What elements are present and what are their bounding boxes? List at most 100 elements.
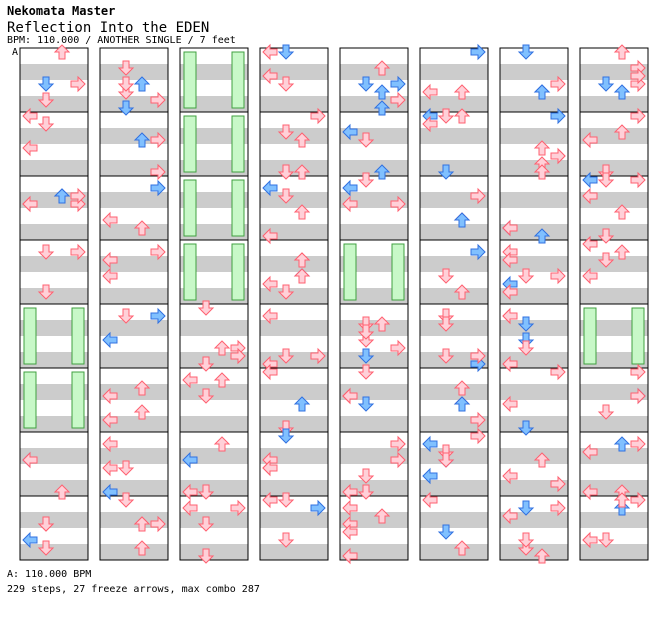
- step-arrow: [550, 363, 566, 381]
- freeze-arrow: [71, 371, 85, 429]
- stripe: [260, 544, 328, 560]
- stripe: [100, 528, 168, 544]
- chart-column-2: [99, 47, 169, 561]
- step-arrow: [277, 492, 295, 508]
- step-arrow: [342, 547, 358, 565]
- step-arrow: [630, 387, 646, 405]
- stripe: [20, 496, 88, 512]
- step-arrow: [597, 252, 615, 268]
- stripe: [500, 192, 568, 208]
- step-arrow: [150, 163, 166, 181]
- stripe: [180, 208, 248, 224]
- step-arrow: [310, 107, 326, 125]
- step-arrow: [550, 75, 566, 93]
- step-arrow: [310, 499, 326, 517]
- stripe: [500, 336, 568, 352]
- stripe: [420, 400, 488, 416]
- stripe: [500, 64, 568, 80]
- step-arrow: [390, 91, 406, 109]
- stripe: [20, 224, 88, 240]
- step-arrow: [22, 531, 38, 549]
- stripe: [580, 336, 648, 352]
- stripe: [260, 256, 328, 272]
- stripe: [20, 368, 88, 384]
- step-arrow: [437, 268, 455, 284]
- step-arrow: [390, 435, 406, 453]
- stripe: [420, 288, 488, 304]
- step-arrow: [502, 307, 518, 325]
- step-arrow: [182, 371, 198, 389]
- step-arrow: [582, 267, 598, 285]
- stripe: [260, 384, 328, 400]
- chart-column-3: [179, 47, 249, 561]
- step-arrow: [470, 187, 486, 205]
- stripe: [20, 208, 88, 224]
- stripe: [100, 400, 168, 416]
- step-arrow: [37, 516, 55, 532]
- stripe: [100, 144, 168, 160]
- step-arrow: [453, 540, 471, 556]
- step-arrow: [613, 492, 631, 508]
- freeze-arrow: [631, 307, 645, 365]
- stripe: [340, 224, 408, 240]
- step-arrow: [213, 372, 231, 388]
- stripe: [340, 256, 408, 272]
- stripe: [340, 352, 408, 368]
- stripe: [580, 416, 648, 432]
- step-arrow: [597, 172, 615, 188]
- stripe: [180, 384, 248, 400]
- stripe: [260, 480, 328, 496]
- stripe: [500, 528, 568, 544]
- stripe: [420, 528, 488, 544]
- chart-column-7: [499, 47, 569, 561]
- chart-column-6: [419, 47, 489, 561]
- step-arrow: [533, 452, 551, 468]
- step-arrow: [70, 187, 86, 205]
- stripe: [20, 176, 88, 192]
- freeze-arrow: [183, 179, 197, 237]
- stripe: [100, 368, 168, 384]
- stripe: [180, 176, 248, 192]
- chart-column-1: [19, 47, 89, 561]
- step-arrow: [342, 387, 358, 405]
- step-arrow: [517, 500, 535, 516]
- stripe: [500, 416, 568, 432]
- step-arrow: [277, 428, 295, 444]
- stripe: [20, 256, 88, 272]
- stripe: [420, 160, 488, 176]
- step-arrow: [150, 307, 166, 325]
- stripe: [500, 48, 568, 64]
- step-arrow: [102, 387, 118, 405]
- step-arrow: [230, 347, 246, 365]
- step-arrow: [182, 451, 198, 469]
- step-arrow: [517, 268, 535, 284]
- stripe: [100, 192, 168, 208]
- stripe: [100, 112, 168, 128]
- step-arrow: [470, 43, 486, 61]
- stripe: [260, 320, 328, 336]
- stripe: [340, 144, 408, 160]
- step-arrow: [502, 283, 518, 301]
- step-arrow: [502, 355, 518, 373]
- step-arrow: [502, 219, 518, 237]
- stripe: [180, 224, 248, 240]
- stripe: [580, 224, 648, 240]
- stripe: [180, 512, 248, 528]
- step-arrow: [197, 548, 215, 564]
- step-arrow: [357, 76, 375, 92]
- step-arrow: [53, 484, 71, 500]
- step-arrow: [470, 411, 486, 429]
- stripe: [20, 336, 88, 352]
- step-arrow: [357, 172, 375, 188]
- step-arrow: [277, 164, 295, 180]
- stripe: [100, 496, 168, 512]
- stripe: [20, 400, 88, 416]
- step-arrow: [373, 84, 391, 100]
- step-arrow: [453, 108, 471, 124]
- stripe: [260, 432, 328, 448]
- stripe: [340, 464, 408, 480]
- step-arrow: [470, 243, 486, 261]
- step-arrow: [533, 84, 551, 100]
- step-arrow: [582, 531, 598, 549]
- chart-column-8: [579, 47, 649, 561]
